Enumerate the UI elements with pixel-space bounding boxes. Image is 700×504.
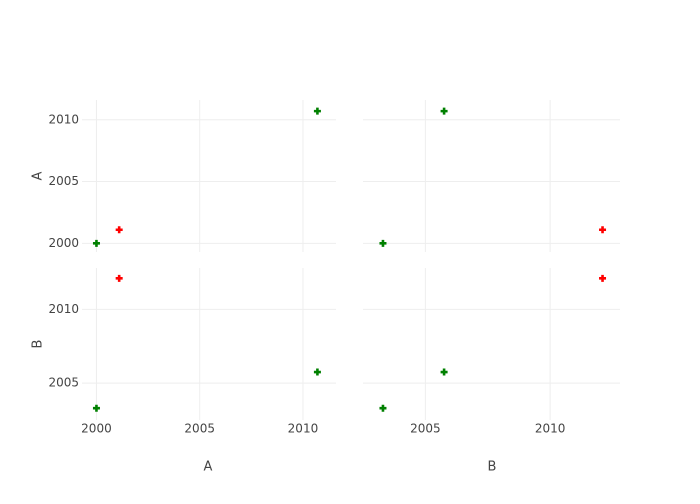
point <box>92 404 100 412</box>
x-tick-label: 2010 <box>535 422 566 436</box>
point <box>313 368 321 376</box>
point <box>92 239 100 247</box>
x-tick-label: 2010 <box>288 422 319 436</box>
x-axis-title: A <box>204 460 213 475</box>
y-tick-label: 2005 <box>48 174 79 188</box>
point <box>115 274 123 282</box>
y-tick-label: 2010 <box>48 112 79 126</box>
point <box>379 239 387 247</box>
point <box>440 107 448 115</box>
y-tick-label: 2000 <box>48 236 79 250</box>
y-tick-label: 2010 <box>48 302 79 316</box>
point <box>379 404 387 412</box>
point <box>313 107 321 115</box>
point <box>440 368 448 376</box>
point <box>599 274 607 282</box>
y-axis-title: A <box>31 171 46 180</box>
x-tick-label: 2000 <box>81 422 112 436</box>
x-tick-label: 2005 <box>410 422 441 436</box>
y-axis-title: B <box>31 340 46 349</box>
x-axis-title: B <box>488 460 497 475</box>
x-tick-label: 2005 <box>184 422 215 436</box>
point <box>599 226 607 234</box>
y-tick-label: 2005 <box>48 376 79 390</box>
point <box>115 226 123 234</box>
